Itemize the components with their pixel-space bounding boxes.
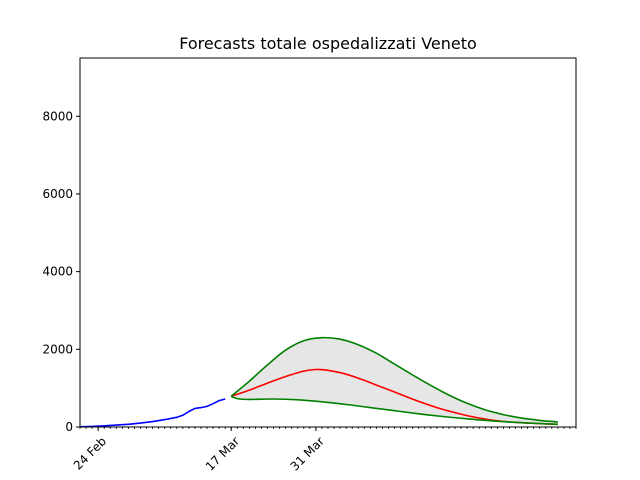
y-axis: 0 2000 4000 6000 8000 (42, 109, 80, 434)
y-tick-label-4000: 4000 (42, 265, 73, 279)
y-tick-label-0: 0 (65, 420, 73, 434)
series-observed (79, 398, 226, 428)
forecast-band (231, 337, 558, 425)
y-tick-label-2000: 2000 (42, 342, 73, 356)
y-tick-label-6000: 6000 (42, 187, 73, 201)
plot-area (79, 336, 558, 428)
series-forecast-lower (230, 395, 558, 426)
series-forecast-upper (230, 336, 558, 423)
plot-frame (79, 57, 577, 428)
chart-title: Forecasts totale ospedalizzati Veneto (179, 34, 477, 53)
y-tick-label-8000: 8000 (42, 109, 73, 123)
